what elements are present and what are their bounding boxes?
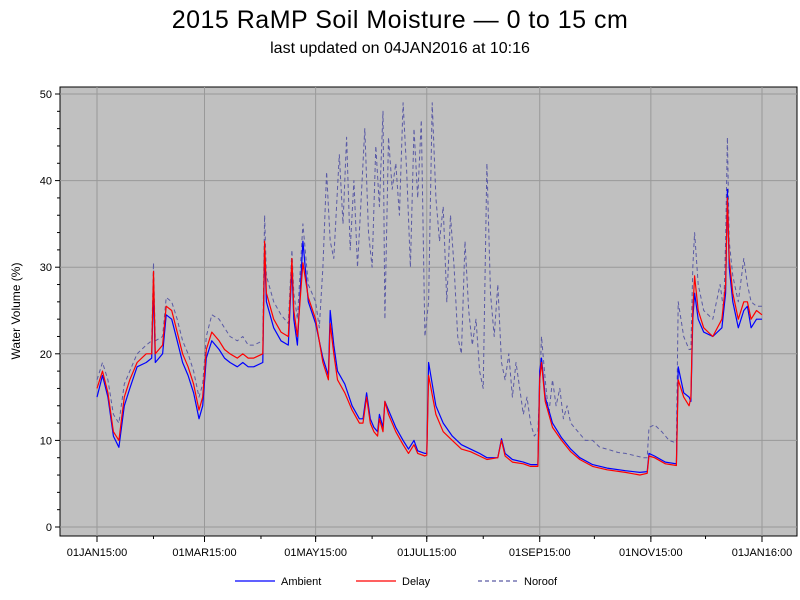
x-tick-label: 01MAR15:00 [172, 547, 236, 559]
legend: Ambient Delay Noroof [235, 576, 558, 588]
y-axis-label: Water Volume (%) [9, 263, 23, 360]
grid-lines [60, 87, 797, 536]
axes: 0 10 20 30 40 50 01JAN15:00 01MAR15:00 01MAY15:0… [40, 89, 793, 559]
chart-title: 2015 RaMP Soil Moisture — 0 to 15 cm [171, 6, 629, 34]
y-tick-label: 10 [40, 435, 52, 447]
legend-label: Noroof [524, 576, 558, 588]
x-tick-label: 01SEP15:00 [509, 547, 571, 559]
x-tick-label: 01JAN16:00 [732, 547, 793, 559]
y-tick-label: 0 [46, 522, 52, 534]
series-line-noroof [96, 102, 762, 459]
y-tick-label: 40 [40, 176, 52, 188]
series-lines [96, 102, 763, 476]
x-tick-label: 01NOV15:00 [619, 547, 683, 559]
series-line-delay [96, 197, 763, 476]
x-tick-label: 01JUL15:00 [397, 547, 456, 559]
plot-area [59, 86, 798, 537]
y-tick-label: 50 [40, 89, 52, 101]
x-tick-label: 01JAN15:00 [67, 547, 128, 559]
y-tick-label: 20 [40, 349, 52, 361]
chart-subtitle: last updated on 04JAN2016 at 10:16 [270, 40, 530, 57]
legend-label: Delay [402, 576, 431, 588]
legend-label: Ambient [281, 576, 321, 588]
x-tick-label: 01MAY15:00 [284, 547, 347, 559]
y-tick-label: 30 [40, 262, 52, 274]
